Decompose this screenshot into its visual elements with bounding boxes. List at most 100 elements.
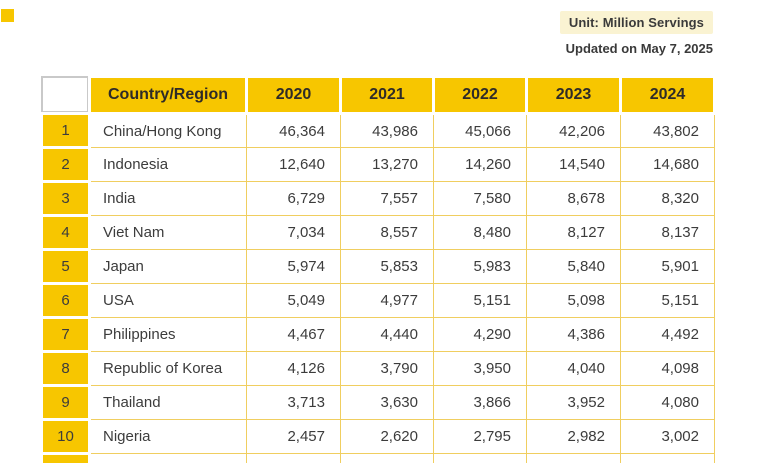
value-cell: 5,151: [620, 283, 715, 318]
value-cell: 8,320: [620, 181, 715, 216]
country-cell: China/Hong Kong: [89, 113, 247, 148]
column-header-country: Country/Region: [88, 75, 248, 115]
country-cell: Viet Nam: [89, 215, 247, 250]
value-cell: 5,853: [340, 249, 434, 284]
value-cell: 5,098: [526, 283, 621, 318]
value-cell: 2,982: [526, 419, 621, 454]
column-header-2021: 2021: [339, 75, 435, 115]
rank-cell: [40, 452, 91, 463]
value-cell: 3,790: [340, 351, 434, 386]
table-row: 7 Philippines 4,467 4,440 4,290 4,386 4,492: [40, 316, 715, 353]
value-cell: 4,440: [340, 317, 434, 352]
value-cell: 2,457: [246, 419, 341, 454]
rank-cell: 2: [40, 146, 91, 183]
table-body: 1 China/Hong Kong 46,364 43,986 45,066 42,206…: [40, 112, 715, 463]
table-row: 10 Nigeria 2,457 2,620 2,795 2,982 3,002: [40, 418, 715, 455]
value-cell: 3,630: [340, 385, 434, 420]
country-cell: Thailand: [89, 385, 247, 420]
table-header-row: Country/Region 2020 2021 2022 2023 2024: [41, 75, 716, 115]
country-cell: USA: [89, 283, 247, 318]
country-cell: [89, 453, 247, 463]
value-cell: 8,137: [620, 215, 715, 250]
rank-cell: 10: [40, 418, 91, 455]
value-cell: 4,467: [246, 317, 341, 352]
country-cell: Indonesia: [89, 147, 247, 182]
country-cell: Philippines: [89, 317, 247, 352]
value-cell: 3,713: [246, 385, 341, 420]
table-row: 2 Indonesia 12,640 13,270 14,260 14,540 14,680: [40, 146, 715, 183]
table-row: 1 China/Hong Kong 46,364 43,986 45,066 42,206…: [40, 112, 715, 149]
table-row: 6 USA 5,049 4,977 5,151 5,098 5,151: [40, 282, 715, 319]
table-row: 8 Republic of Korea 4,126 3,790 3,950 4,040 4,…: [40, 350, 715, 387]
value-cell: 4,080: [620, 385, 715, 420]
value-cell: 2,795: [433, 419, 527, 454]
rank-cell: 4: [40, 214, 91, 251]
value-cell: 3,950: [433, 351, 527, 386]
column-header-2024: 2024: [619, 75, 716, 115]
value-cell: 42,206: [526, 113, 621, 148]
value-cell: 14,540: [526, 147, 621, 182]
country-cell: Japan: [89, 249, 247, 284]
decorative-yellow-square: [1, 9, 14, 22]
table-row: 9 Thailand 3,713 3,630 3,866 3,952 4,080: [40, 384, 715, 421]
value-cell: 8,557: [340, 215, 434, 250]
value-cell: 14,260: [433, 147, 527, 182]
value-cell: 4,126: [246, 351, 341, 386]
country-cell: Nigeria: [89, 419, 247, 454]
value-cell: 5,974: [246, 249, 341, 284]
value-cell: [526, 453, 621, 463]
value-cell: 4,040: [526, 351, 621, 386]
column-header-2023: 2023: [525, 75, 622, 115]
rank-cell: 9: [40, 384, 91, 421]
value-cell: 43,986: [340, 113, 434, 148]
value-cell: [433, 453, 527, 463]
value-cell: 4,977: [340, 283, 434, 318]
value-cell: 8,480: [433, 215, 527, 250]
value-cell: 5,049: [246, 283, 341, 318]
country-cell: Republic of Korea: [89, 351, 247, 386]
corner-cell: [41, 76, 90, 114]
value-cell: [340, 453, 434, 463]
value-cell: 2,620: [340, 419, 434, 454]
value-cell: 46,364: [246, 113, 341, 148]
value-cell: 7,580: [433, 181, 527, 216]
rank-cell: 1: [40, 112, 91, 149]
rank-cell: 3: [40, 180, 91, 217]
value-cell: 12,640: [246, 147, 341, 182]
value-cell: 3,952: [526, 385, 621, 420]
value-cell: 5,983: [433, 249, 527, 284]
column-header-2022: 2022: [432, 75, 528, 115]
value-cell: 45,066: [433, 113, 527, 148]
value-cell: 13,270: [340, 147, 434, 182]
value-cell: 5,840: [526, 249, 621, 284]
unit-badge: Unit: Million Servings: [559, 11, 713, 34]
value-cell: 4,098: [620, 351, 715, 386]
country-cell: India: [89, 181, 247, 216]
rank-cell: 8: [40, 350, 91, 387]
value-cell: 4,386: [526, 317, 621, 352]
rank-cell: 6: [40, 282, 91, 319]
value-cell: [246, 453, 341, 463]
value-cell: 8,678: [526, 181, 621, 216]
rank-cell: 7: [40, 316, 91, 353]
value-cell: [620, 453, 715, 463]
column-header-2020: 2020: [245, 75, 342, 115]
table-row: 5 Japan 5,974 5,853 5,983 5,840 5,901: [40, 248, 715, 285]
value-cell: 4,492: [620, 317, 715, 352]
value-cell: 7,557: [340, 181, 434, 216]
demand-table: Country/Region 2020 2021 2022 2023 2024 …: [40, 75, 716, 463]
table-row: [40, 452, 715, 463]
value-cell: 5,151: [433, 283, 527, 318]
value-cell: 8,127: [526, 215, 621, 250]
table-row: 3 India 6,729 7,557 7,580 8,678 8,320: [40, 180, 715, 217]
table-meta: Unit: Million Servings Updated on May 7,…: [559, 11, 713, 56]
table-row: 4 Viet Nam 7,034 8,557 8,480 8,127 8,137: [40, 214, 715, 251]
value-cell: 14,680: [620, 147, 715, 182]
value-cell: 6,729: [246, 181, 341, 216]
value-cell: 3,002: [620, 419, 715, 454]
updated-text: Updated on May 7, 2025: [565, 41, 713, 56]
value-cell: 7,034: [246, 215, 341, 250]
rank-cell: 5: [40, 248, 91, 285]
value-cell: 3,866: [433, 385, 527, 420]
